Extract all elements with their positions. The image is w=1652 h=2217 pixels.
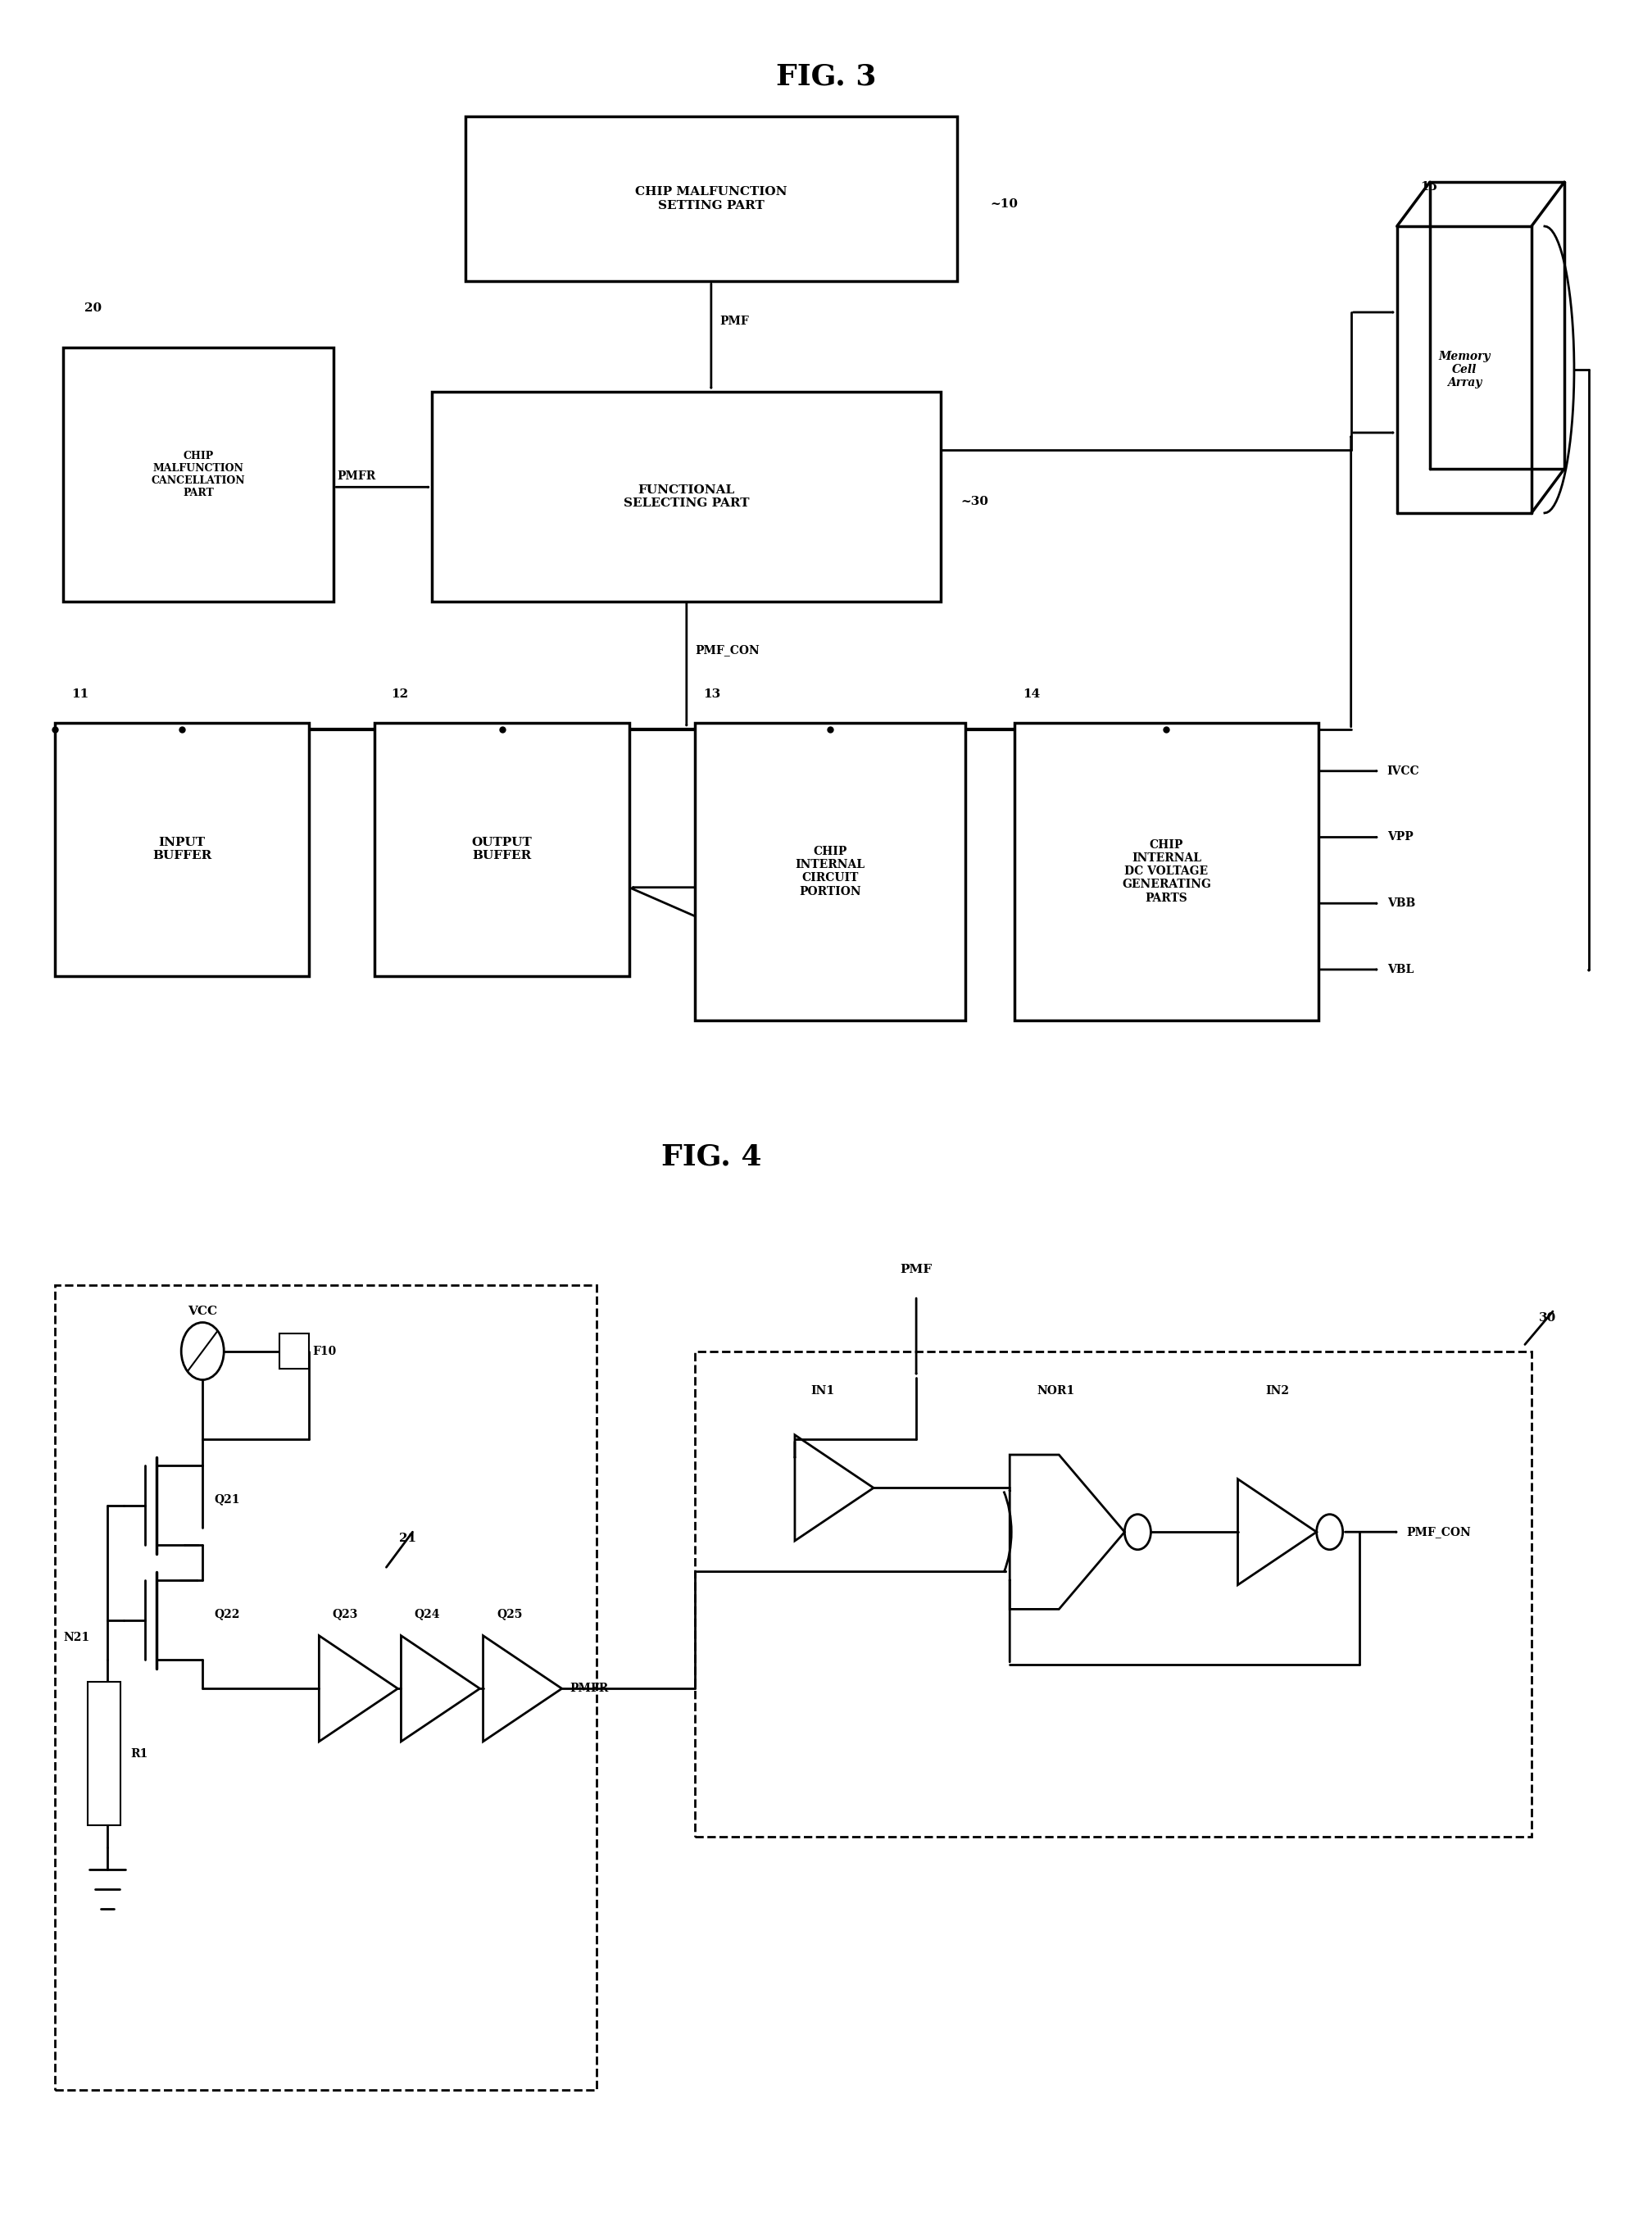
Text: FIG. 4: FIG. 4 xyxy=(661,1144,762,1171)
Text: OUTPUT
BUFFER: OUTPUT BUFFER xyxy=(472,838,532,862)
Text: Q25: Q25 xyxy=(497,1607,522,1618)
FancyBboxPatch shape xyxy=(88,1683,121,1825)
Text: 11: 11 xyxy=(71,687,89,701)
Text: INPUT
BUFFER: INPUT BUFFER xyxy=(152,838,211,862)
Text: 15: 15 xyxy=(1421,182,1437,193)
Text: VPP: VPP xyxy=(1388,831,1412,842)
Text: 12: 12 xyxy=(392,687,408,701)
Text: R1: R1 xyxy=(131,1747,147,1760)
Text: PMFR: PMFR xyxy=(337,470,375,481)
Text: IN2: IN2 xyxy=(1265,1386,1289,1397)
FancyBboxPatch shape xyxy=(695,723,965,1020)
Text: F10: F10 xyxy=(312,1346,337,1357)
Text: Q24: Q24 xyxy=(415,1607,439,1618)
FancyBboxPatch shape xyxy=(375,723,629,975)
Text: 14: 14 xyxy=(1023,687,1041,701)
Text: VBB: VBB xyxy=(1388,898,1416,909)
Text: PMFR: PMFR xyxy=(570,1683,610,1694)
FancyBboxPatch shape xyxy=(1014,723,1318,1020)
Text: 13: 13 xyxy=(704,687,720,701)
Text: 20: 20 xyxy=(84,302,102,313)
FancyBboxPatch shape xyxy=(55,723,309,975)
Text: N21: N21 xyxy=(63,1632,89,1643)
FancyBboxPatch shape xyxy=(63,348,334,601)
Text: PMF_CON: PMF_CON xyxy=(695,643,760,656)
Text: PMF: PMF xyxy=(900,1264,932,1275)
FancyBboxPatch shape xyxy=(466,115,957,282)
Text: Q23: Q23 xyxy=(332,1607,358,1618)
Text: CHIP
INTERNAL
CIRCUIT
PORTION: CHIP INTERNAL CIRCUIT PORTION xyxy=(795,845,866,898)
Text: FIG. 3: FIG. 3 xyxy=(776,62,876,91)
Text: CHIP MALFUNCTION
SETTING PART: CHIP MALFUNCTION SETTING PART xyxy=(634,186,786,211)
Text: VBL: VBL xyxy=(1388,964,1414,975)
Text: PMF_CON: PMF_CON xyxy=(1408,1525,1472,1539)
Text: Q21: Q21 xyxy=(215,1494,240,1505)
Text: ~10: ~10 xyxy=(990,200,1018,211)
Text: CHIP
MALFUNCTION
CANCELLATION
PART: CHIP MALFUNCTION CANCELLATION PART xyxy=(152,450,246,499)
Text: CHIP
INTERNAL
DC VOLTAGE
GENERATING
PARTS: CHIP INTERNAL DC VOLTAGE GENERATING PART… xyxy=(1122,838,1211,905)
Text: PMF: PMF xyxy=(719,315,748,326)
Text: 30: 30 xyxy=(1540,1312,1556,1324)
Text: NOR1: NOR1 xyxy=(1037,1386,1074,1397)
Text: Q22: Q22 xyxy=(215,1607,240,1618)
Text: ~30: ~30 xyxy=(960,497,988,508)
Text: IN1: IN1 xyxy=(811,1386,834,1397)
FancyBboxPatch shape xyxy=(433,392,942,601)
Text: Memory
Cell
Array: Memory Cell Array xyxy=(1439,350,1490,388)
Text: 21: 21 xyxy=(400,1532,416,1545)
Text: FUNCTIONAL
SELECTING PART: FUNCTIONAL SELECTING PART xyxy=(624,483,750,510)
FancyBboxPatch shape xyxy=(279,1332,309,1368)
Text: IVCC: IVCC xyxy=(1388,765,1419,776)
Text: VCC: VCC xyxy=(188,1306,218,1317)
